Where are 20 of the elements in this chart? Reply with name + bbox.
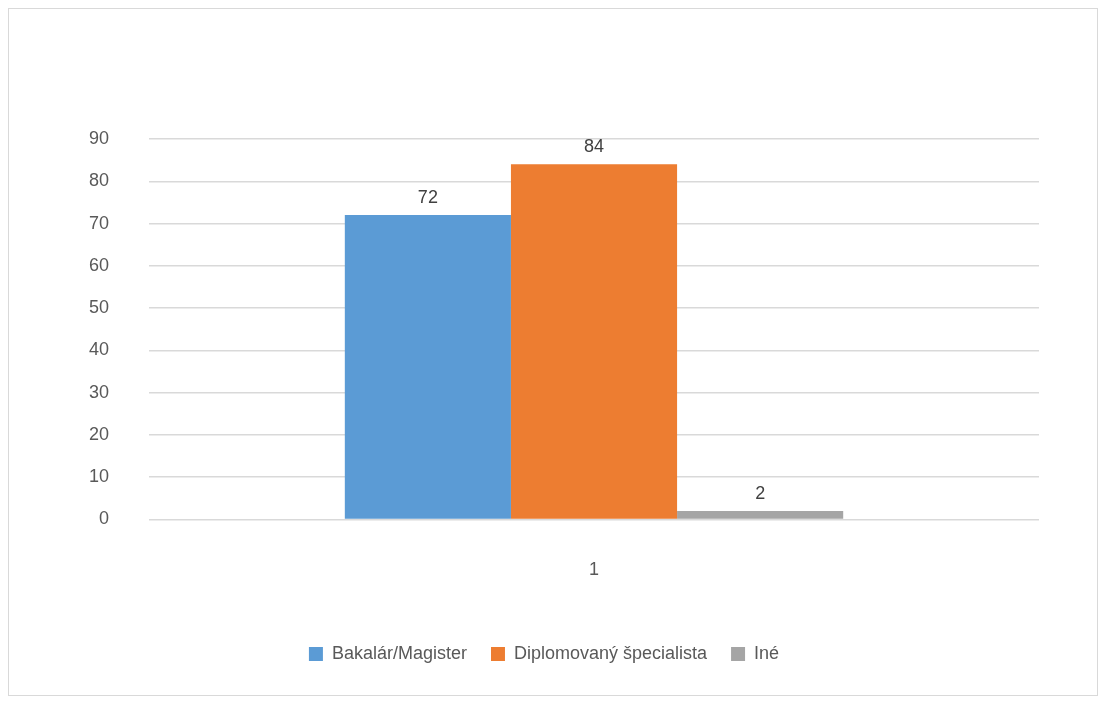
x-tick-label: 1 [589, 559, 600, 580]
legend-label: Bakalár/Magister [331, 642, 467, 663]
y-tick-label: 20 [88, 423, 110, 444]
bar [344, 215, 511, 519]
legend-label: Iné [754, 642, 780, 663]
y-tick-label: 50 [88, 297, 110, 318]
y-tick-label: 40 [88, 339, 110, 360]
y-tick-label: 90 [88, 127, 110, 148]
data-label: 2 [755, 482, 766, 503]
y-tick-label: 10 [88, 466, 110, 487]
data-label: 84 [584, 136, 605, 157]
y-tick-label: 0 [99, 508, 110, 529]
y-tick-label: 30 [88, 381, 110, 402]
y-tick-label: 80 [88, 170, 110, 191]
bar [677, 510, 844, 519]
legend-label: Diplomovaný špecialista [513, 642, 709, 663]
bar [510, 164, 678, 519]
y-tick-label: 60 [88, 254, 110, 275]
y-tick-label: 70 [88, 212, 110, 233]
data-label: 72 [417, 187, 438, 208]
